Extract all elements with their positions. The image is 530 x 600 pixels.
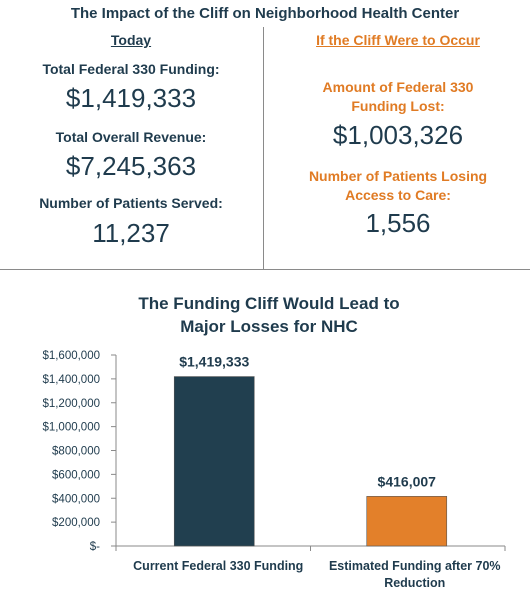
cliff-lost-label-line-1: Amount of Federal 330 [322, 79, 474, 95]
y-tick-label: $400,000 [52, 493, 100, 505]
y-tick-label: $1,200,000 [42, 398, 100, 410]
bar-value-label: $416,007 [378, 473, 437, 489]
cliff-patients-value: 1,556 [365, 208, 431, 238]
chart-title-line-1: The Funding Cliff Would Lead to [138, 294, 399, 313]
today-funding-label: Total Federal 330 Funding: [42, 61, 220, 77]
bar [366, 496, 448, 547]
vertical-divider [263, 27, 264, 270]
today-heading: Today [110, 32, 152, 48]
bar [173, 376, 255, 547]
x-category-label: Reduction [384, 576, 445, 590]
y-tick-label: $1,600,000 [42, 350, 100, 362]
y-tick-label: $1,000,000 [42, 422, 100, 434]
cliff-lost-value: $1,003,326 [332, 120, 464, 150]
today-patients-label: Number of Patients Served: [39, 195, 223, 211]
today-revenue-label: Total Overall Revenue: [55, 129, 207, 145]
today-funding-value: $1,419,333 [65, 83, 197, 113]
y-tick-label: $200,000 [52, 517, 100, 529]
x-category-label: Estimated Funding after 70% [329, 559, 501, 573]
bar-value-label: $1,419,333 [179, 354, 249, 370]
horizontal-divider [0, 269, 530, 270]
page-title: The Impact of the Cliff on Neighborhood … [70, 5, 460, 22]
cliff-patients-label-line-1: Number of Patients Losing [308, 168, 488, 184]
today-patients-value: 11,237 [92, 218, 170, 248]
x-category-label: Current Federal 330 Funding [133, 559, 303, 573]
cliff-lost-label-line-2: Funding Lost: [351, 98, 445, 114]
cliff-patients-label-line-2: Access to Care: [345, 187, 451, 203]
chart-title-line-2: Major Losses for NHC [180, 317, 358, 336]
today-revenue-value: $7,245,363 [65, 151, 197, 181]
cliff-column: If the Cliff Were to Occur Amount of Fed… [266, 30, 530, 239]
y-tick-label: $- [90, 541, 100, 553]
y-tick-label: $600,000 [52, 469, 100, 481]
y-tick-label: $1,400,000 [42, 374, 100, 386]
y-tick-label: $800,000 [52, 446, 100, 458]
today-column: Today Total Federal 330 Funding: $1,419,… [0, 30, 262, 249]
cliff-heading: If the Cliff Were to Occur [316, 32, 480, 48]
